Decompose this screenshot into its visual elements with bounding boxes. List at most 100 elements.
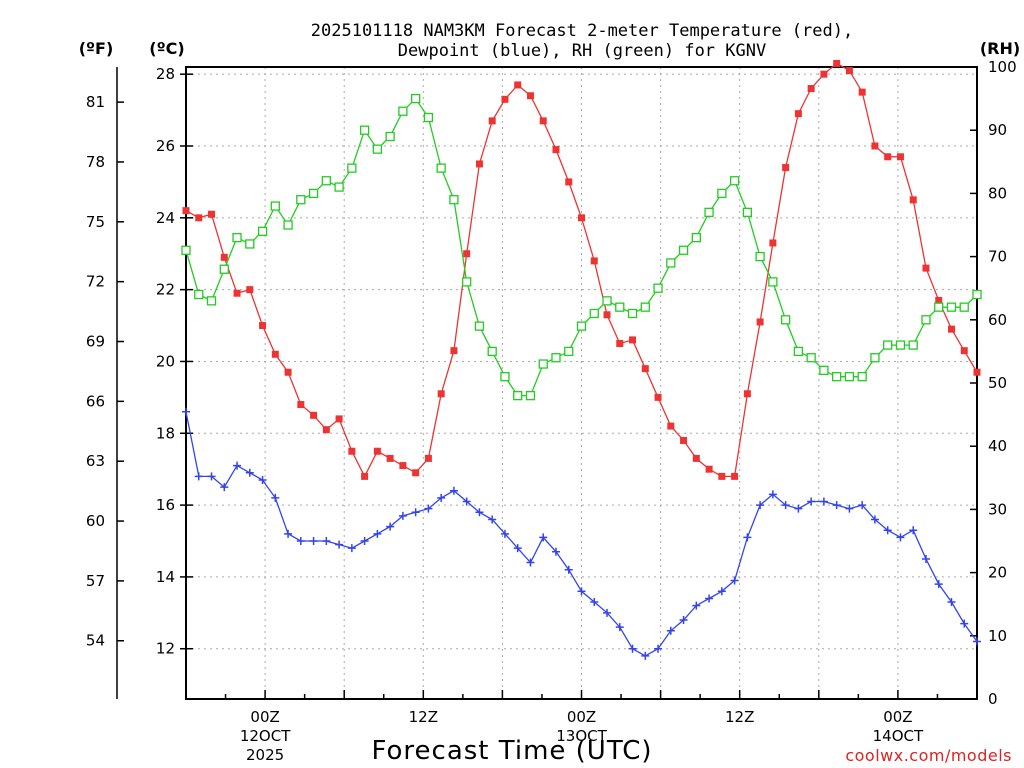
x-tick-label-date: 13OCT bbox=[556, 727, 607, 745]
fahrenheit-tick-label: 54 bbox=[86, 632, 105, 650]
data-point-2-meter-temperature bbox=[373, 447, 381, 455]
data-point-relative-humidity bbox=[245, 239, 255, 249]
data-point-relative-humidity bbox=[513, 390, 523, 401]
data-point-relative-humidity bbox=[832, 372, 842, 382]
chart-title-line-1: 2025101118 NAM3KM Forecast 2-meter Tempe… bbox=[311, 21, 853, 41]
data-point-2-meter-temperature bbox=[667, 422, 675, 430]
data-point-2-meter-temperature bbox=[820, 70, 828, 78]
data-point-dewpoint bbox=[386, 522, 395, 531]
data-point-2-meter-temperature bbox=[705, 465, 713, 473]
data-point-dewpoint bbox=[628, 644, 637, 653]
data-point-relative-humidity bbox=[232, 232, 242, 243]
data-point-2-meter-temperature bbox=[884, 153, 892, 161]
fahrenheit-axis-unit: (ºF) bbox=[79, 39, 114, 58]
data-point-2-meter-temperature bbox=[182, 207, 190, 215]
data-point-relative-humidity bbox=[768, 277, 778, 287]
data-point-2-meter-temperature bbox=[782, 164, 790, 172]
data-point-2-meter-temperature bbox=[386, 454, 394, 462]
series-layer bbox=[181, 59, 982, 660]
data-point-dewpoint bbox=[207, 472, 216, 481]
data-point-dewpoint bbox=[615, 623, 624, 632]
celsius-axis-unit: (ºC) bbox=[149, 39, 184, 58]
celsius-tick-label: 24 bbox=[156, 209, 175, 227]
data-point-dewpoint bbox=[717, 587, 726, 596]
data-point-2-meter-temperature bbox=[960, 347, 968, 355]
data-point-dewpoint bbox=[551, 547, 560, 556]
data-point-2-meter-temperature bbox=[947, 325, 955, 333]
data-point-2-meter-temperature bbox=[743, 390, 751, 398]
data-point-2-meter-temperature bbox=[692, 454, 700, 462]
data-point-relative-humidity bbox=[538, 359, 548, 369]
data-point-2-meter-temperature bbox=[871, 142, 879, 150]
data-point-relative-humidity bbox=[666, 258, 676, 268]
data-point-relative-humidity bbox=[844, 372, 855, 382]
data-point-relative-humidity bbox=[946, 302, 957, 312]
x-tick-label-time: 00Z bbox=[567, 708, 596, 726]
data-point-relative-humidity bbox=[334, 182, 344, 192]
fahrenheit-tick-label: 66 bbox=[86, 392, 105, 410]
fahrenheit-tick-label: 60 bbox=[86, 512, 105, 530]
data-point-relative-humidity bbox=[308, 188, 319, 199]
data-point-2-meter-temperature bbox=[909, 196, 917, 204]
data-point-2-meter-temperature bbox=[858, 88, 866, 96]
data-point-2-meter-temperature bbox=[322, 426, 330, 434]
fahrenheit-tick-label: 57 bbox=[86, 572, 105, 590]
data-point-2-meter-temperature bbox=[922, 264, 930, 272]
data-point-relative-humidity bbox=[704, 207, 714, 218]
rh-tick-label: 40 bbox=[988, 437, 1007, 455]
data-point-dewpoint bbox=[730, 576, 739, 585]
data-point-2-meter-temperature bbox=[565, 178, 573, 186]
data-point-relative-humidity bbox=[474, 321, 485, 331]
data-point-dewpoint bbox=[590, 598, 599, 607]
data-point-dewpoint bbox=[526, 558, 535, 567]
series-line-2-meter-temperature bbox=[185, 62, 978, 478]
data-point-relative-humidity bbox=[602, 296, 612, 306]
data-point-relative-humidity bbox=[959, 302, 969, 312]
data-point-2-meter-temperature bbox=[896, 153, 904, 161]
data-point-2-meter-temperature bbox=[590, 257, 598, 265]
data-point-dewpoint bbox=[781, 501, 790, 510]
data-point-relative-humidity bbox=[283, 220, 293, 230]
rh-tick-label: 0 bbox=[988, 690, 998, 708]
data-point-relative-humidity bbox=[398, 106, 408, 116]
x-tick-label-date: 14OCT bbox=[873, 727, 924, 745]
data-point-dewpoint bbox=[398, 511, 407, 520]
data-point-dewpoint bbox=[335, 540, 344, 549]
data-point-relative-humidity bbox=[729, 176, 740, 186]
data-point-relative-humidity bbox=[257, 226, 268, 236]
x-tick-label-time: 12Z bbox=[725, 708, 754, 726]
data-point-2-meter-temperature bbox=[450, 347, 458, 355]
data-point-dewpoint bbox=[233, 461, 242, 470]
data-point-dewpoint bbox=[347, 544, 356, 553]
data-point-relative-humidity bbox=[487, 346, 497, 357]
x-tick-label-time: 00Z bbox=[883, 708, 912, 726]
data-point-relative-humidity bbox=[793, 346, 804, 357]
data-point-relative-humidity bbox=[883, 340, 893, 350]
data-point-dewpoint bbox=[858, 501, 867, 510]
celsius-tick-label: 16 bbox=[156, 496, 175, 514]
data-point-relative-humidity bbox=[270, 201, 280, 211]
data-point-relative-humidity bbox=[857, 372, 867, 382]
watermark-text: coolwx.com/models bbox=[845, 746, 1012, 765]
data-point-2-meter-temperature bbox=[756, 318, 764, 326]
data-point-dewpoint bbox=[960, 619, 969, 628]
data-point-dewpoint bbox=[296, 537, 305, 545]
data-point-relative-humidity bbox=[462, 277, 472, 287]
data-point-relative-humidity bbox=[321, 176, 331, 186]
data-point-relative-humidity bbox=[691, 232, 701, 243]
fahrenheit-tick-label: 75 bbox=[86, 213, 105, 231]
data-point-2-meter-temperature bbox=[973, 368, 981, 376]
plot-frame bbox=[185, 66, 978, 700]
chart-title-line-2: Dewpoint (blue), RH (green) for KGNV bbox=[398, 41, 766, 61]
data-point-2-meter-temperature bbox=[463, 250, 471, 258]
data-point-2-meter-temperature bbox=[475, 160, 483, 168]
data-point-dewpoint bbox=[373, 529, 382, 538]
data-point-2-meter-temperature bbox=[845, 67, 853, 75]
data-point-relative-humidity bbox=[640, 302, 650, 312]
data-point-dewpoint bbox=[284, 529, 293, 538]
data-point-dewpoint bbox=[411, 508, 420, 517]
data-point-2-meter-temperature bbox=[526, 92, 534, 100]
data-point-2-meter-temperature bbox=[488, 117, 496, 125]
data-point-relative-humidity bbox=[870, 353, 880, 363]
